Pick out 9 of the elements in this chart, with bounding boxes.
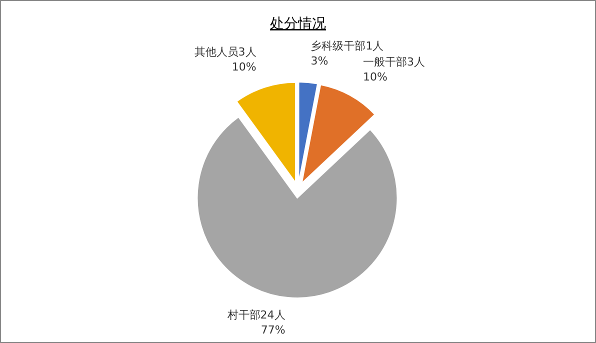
data-label: 10% — [232, 60, 256, 74]
slice-label: 村干部24人 — [226, 308, 286, 322]
data-label: 10% — [363, 70, 388, 84]
data-label: 77% — [260, 323, 286, 336]
slice-label: 乡科级干部1人 — [310, 40, 384, 53]
slice-label: 其他人员3人 — [194, 46, 256, 59]
slice-label: 一般干部3人 — [363, 56, 426, 69]
data-label: 3% — [310, 54, 328, 68]
chart-title: 处分情况 — [270, 16, 326, 32]
